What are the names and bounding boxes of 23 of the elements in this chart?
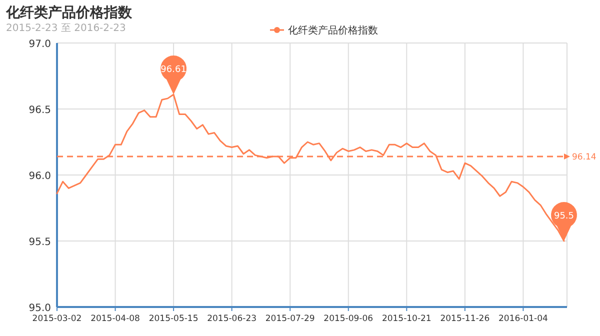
chart-title: 化纤类产品价格指数 [5, 4, 133, 21]
y-tick-label: 96.0 [28, 171, 51, 182]
legend: 化纤类产品价格指数 [270, 26, 378, 36]
x-tick-label: 2015-10-21 [382, 314, 432, 324]
x-tick-label: 2015-09-06 [324, 314, 374, 324]
y-tick-label: 95.5 [28, 237, 51, 248]
x-tick-label: 2015-07-29 [265, 314, 315, 324]
x-tick-label: 2015-04-08 [90, 314, 140, 324]
annotation: 95.5 [554, 212, 574, 222]
ref-line-label: 96.14 [572, 152, 596, 163]
annotation-pin: 95.5 [551, 202, 577, 241]
x-tick-label: 2016-01-04 [498, 314, 548, 324]
legend-label: 化纤类产品价格指数 [288, 24, 378, 36]
x-tick-label: 2015-05-15 [148, 314, 198, 324]
y-tick-label: 95.0 [28, 303, 51, 314]
x-tick-label: 2015-11-26 [440, 314, 490, 324]
chart-subtitle: 2015-2-23 至 2016-2-23 [6, 23, 126, 34]
x-tick-label: 2015-03-02 [32, 314, 82, 324]
y-tick-label: 97.0 [28, 39, 51, 50]
annotation: 96.61 [160, 64, 186, 75]
annotation-pin: 96.61 [160, 56, 187, 94]
y-tick-label: 96.5 [28, 105, 51, 116]
x-tick-label: 2015-06-23 [207, 314, 257, 324]
